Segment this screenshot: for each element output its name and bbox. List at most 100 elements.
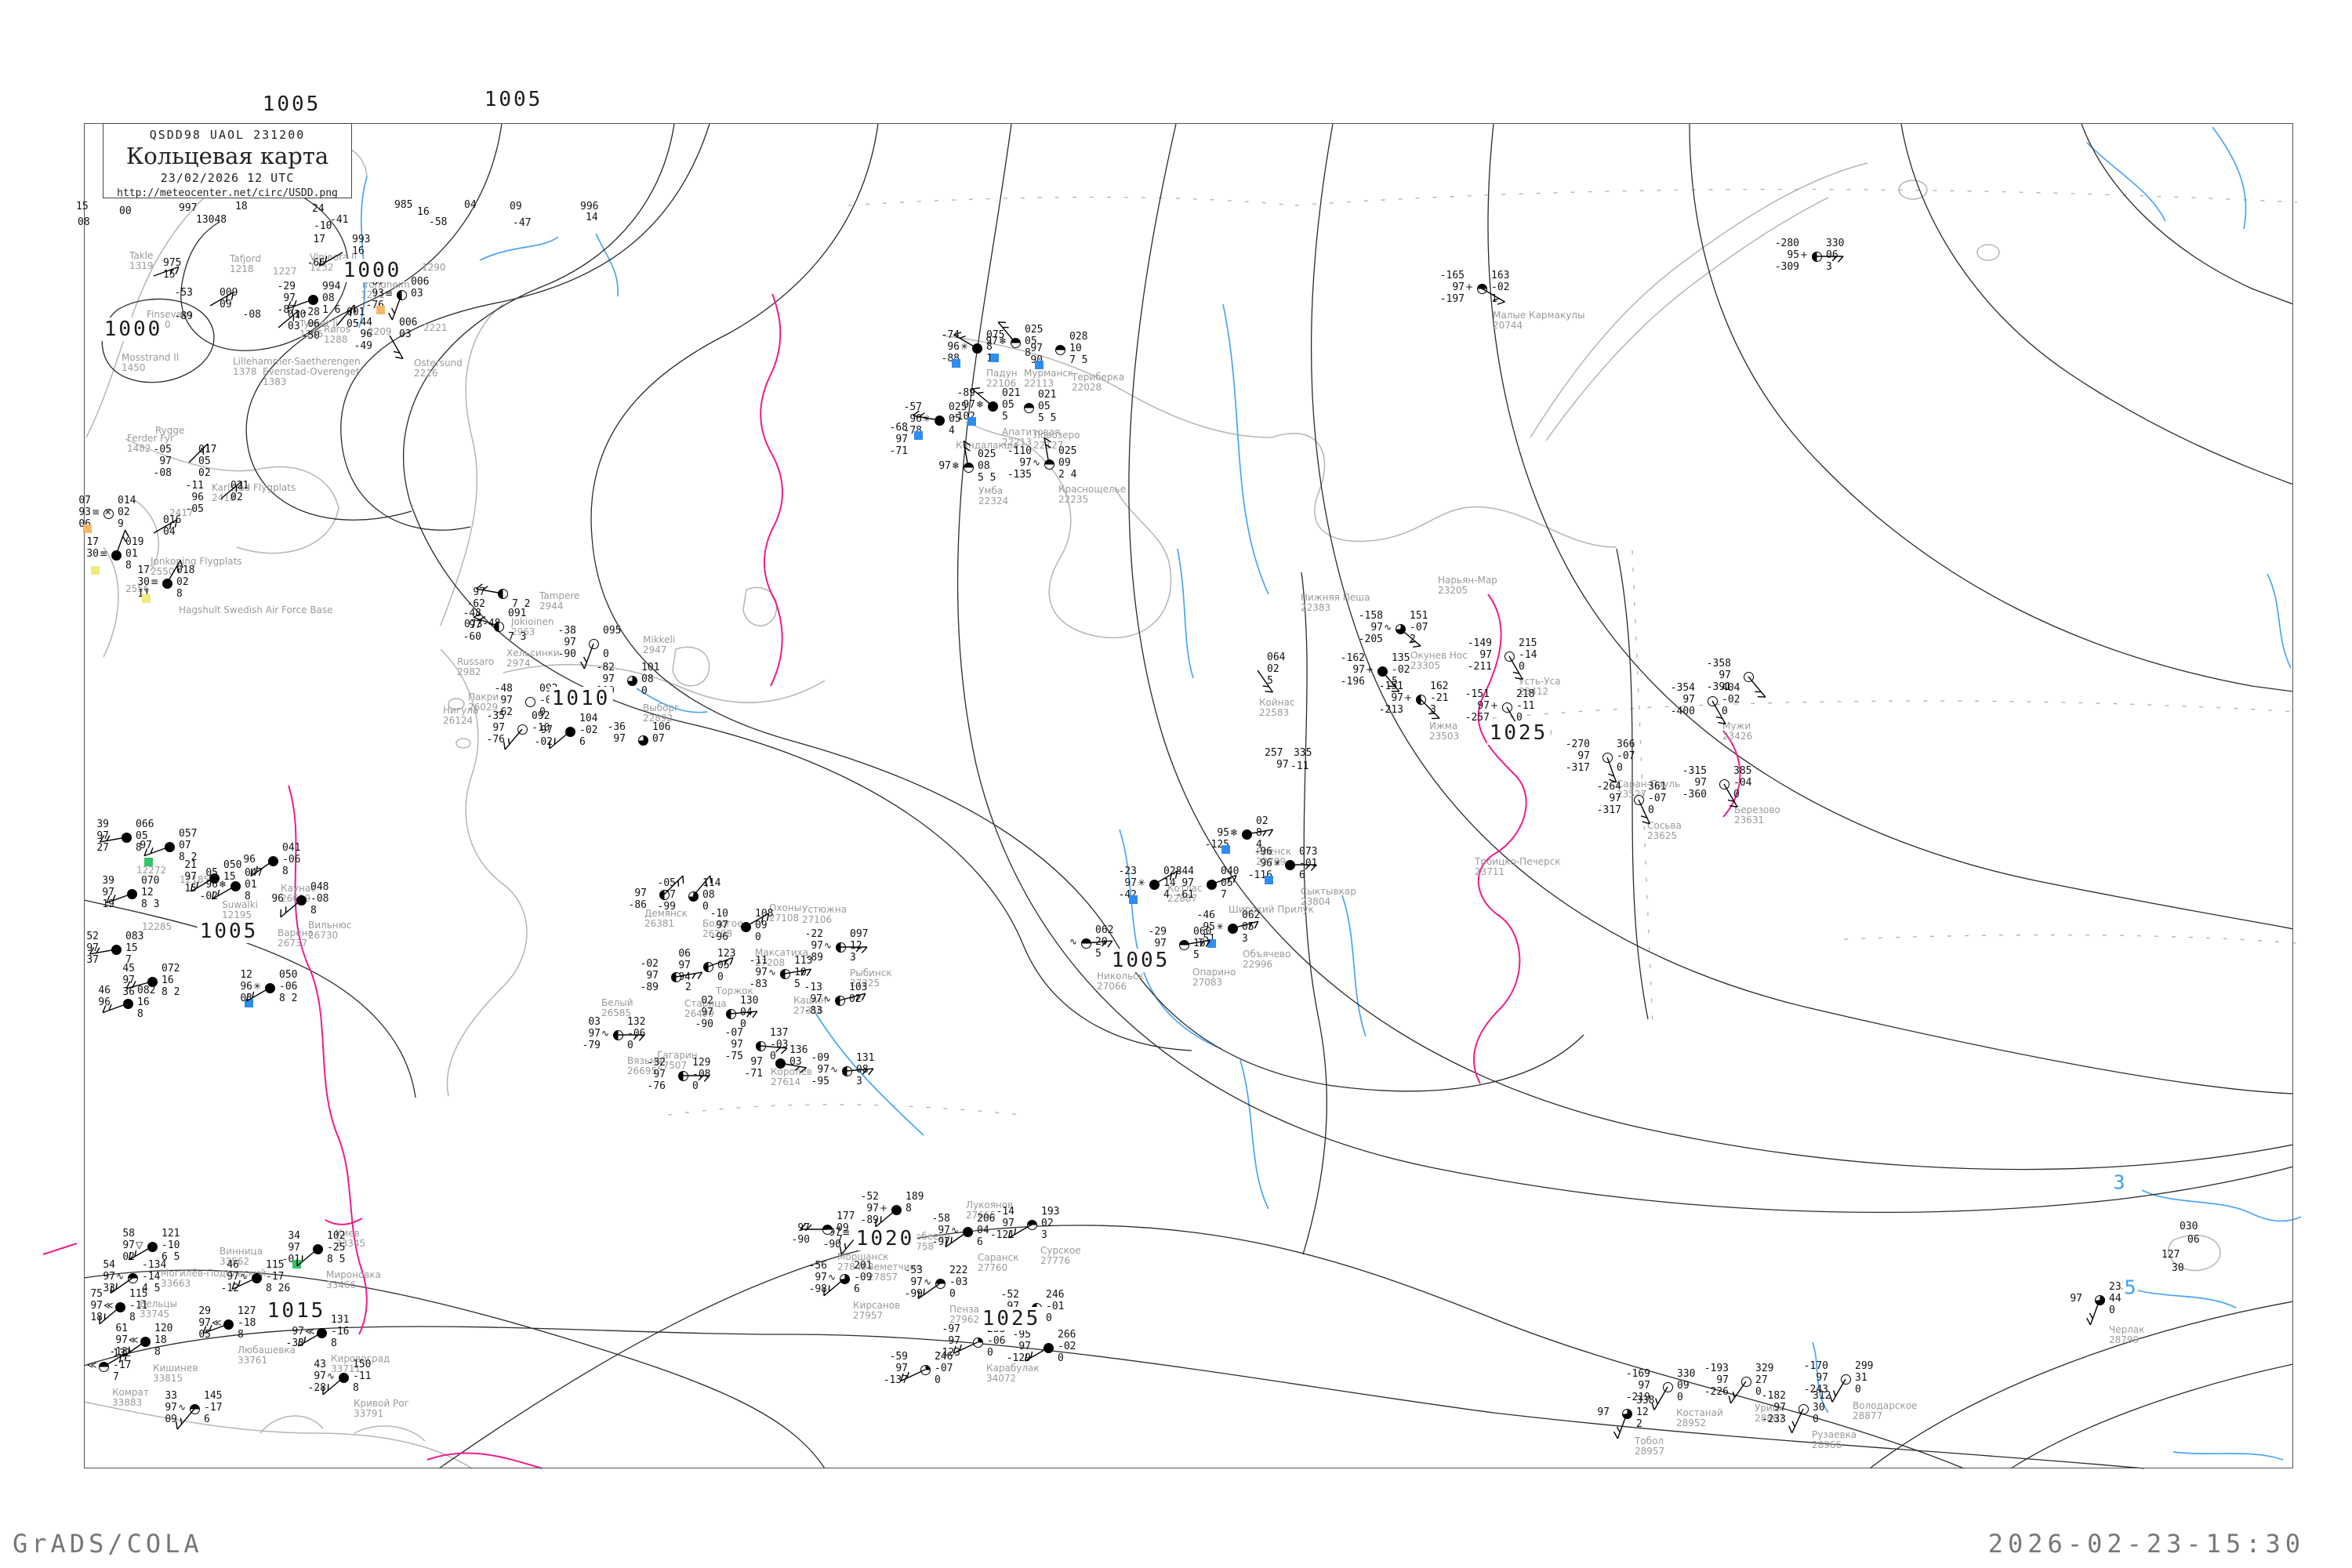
weather-symbol: ∿ — [116, 1271, 125, 1282]
city-label: Винница 33562 — [220, 1247, 263, 1267]
city-name: Сосьва — [1647, 820, 1682, 831]
station-right-values: 113 10 5 — [794, 955, 813, 990]
weather-symbol: + — [1465, 281, 1474, 292]
station-id: 1319 — [129, 260, 154, 271]
wind-barb — [692, 875, 712, 897]
wind-barb — [784, 968, 812, 976]
weather-symbol: + — [1366, 664, 1374, 675]
weather-symbol: ∿ — [1384, 622, 1392, 633]
cloud-cover-circle — [964, 463, 974, 473]
city-name: Finsevatn — [147, 309, 192, 320]
city-label: Karlstad Flygplats 2418 — [212, 483, 296, 503]
city-label: Усть-Уса 23412 — [1519, 677, 1561, 697]
station-right-values: 404 -02 0 — [1722, 682, 1740, 717]
city-name: Гагарин — [657, 1050, 698, 1061]
cloud-cover-circle — [265, 983, 275, 993]
station-right-values: 072 16 8 2 — [162, 963, 180, 998]
station-right-values: 02 8 4 — [1256, 815, 1269, 851]
city-label: Опарино 27083 — [1192, 967, 1236, 988]
station-id: 2947 — [643, 644, 667, 655]
map-title: Кольцевая карта — [125, 143, 329, 169]
station-right-values: 097 12 3 — [850, 928, 869, 964]
station-right-values: 312 30 0 — [1813, 1390, 1831, 1425]
isobar-label: 1020 — [853, 1227, 917, 1250]
station-id: 27957 — [853, 1310, 884, 1321]
station-left-values: -151 97 -257 — [1465, 688, 1490, 724]
cloud-cover-circle — [638, 735, 648, 746]
station-left-values: -151 97 -213 — [1378, 681, 1403, 716]
city-label: Хельсинки 2974 — [506, 648, 560, 669]
station-id: 23631 — [1734, 815, 1765, 826]
station-id: 12285 — [142, 921, 172, 932]
station-id: 26298 — [702, 928, 733, 939]
wind-barb — [1817, 256, 1844, 263]
station-text-fragment: 13048 — [196, 214, 227, 226]
station-left-values: -52 97 -89 — [860, 1191, 879, 1226]
station-id: 2974 — [506, 658, 531, 669]
city-name: Володарское — [1853, 1400, 1918, 1411]
station-text-fragment: 997 — [179, 202, 198, 214]
isobar-label: 1000 — [340, 259, 405, 282]
wind-barb — [1246, 829, 1274, 837]
wind-barb — [913, 410, 940, 421]
station-id: 2221 — [423, 322, 448, 333]
cloud-cover-circle — [1024, 403, 1034, 413]
station-id: 28952 — [1676, 1417, 1707, 1428]
city-name: Jonkoping Flygplats — [151, 556, 242, 567]
wind-barb — [675, 971, 703, 979]
weather-symbol: + — [1800, 249, 1809, 260]
cloud-cover-circle — [115, 1302, 125, 1312]
wind-barb — [1420, 699, 1440, 720]
station-text-fragment: 335 — [1294, 747, 1312, 759]
wind-barb — [1723, 783, 1738, 808]
city-name: Падун — [986, 368, 1018, 379]
city-name: Кировоград — [331, 1353, 390, 1364]
station-left-values: 03 97 -79 — [582, 1016, 601, 1051]
city-label: Гагарин 27507 — [657, 1051, 698, 1071]
station-id: 2209 — [368, 326, 392, 337]
station-text-fragment: 00 — [119, 205, 132, 217]
station-text-fragment: 30 — [2172, 1262, 2184, 1274]
wind-barb — [997, 321, 1016, 343]
city-name: Могилёв-Подольский — [161, 1268, 267, 1279]
station-right-values: 021 02 — [230, 480, 249, 503]
station-right-values: 150 -11 8 — [353, 1359, 372, 1394]
station-text-fragment: 985 — [394, 199, 413, 211]
station-right-values: 206 04 6 — [977, 1213, 996, 1248]
station-right-values: 177 09 7 — [837, 1210, 855, 1246]
city-label: Mikkeli 2947 — [643, 635, 675, 655]
station-left-values: 21 97 15 — [184, 859, 197, 895]
city-label: Rygge — [155, 426, 184, 436]
city-name: Мужи — [1722, 720, 1751, 731]
city-label: Бологое 26298 — [702, 919, 743, 939]
isobar-label: 1010 — [549, 687, 613, 710]
wind-barb — [89, 947, 117, 955]
weather-symbol: + — [880, 1203, 888, 1214]
station-left-values: 97 -71 — [744, 1056, 763, 1080]
station-right-values: 115 -17 8 26 — [266, 1259, 291, 1294]
city-label: Королев 27614 — [771, 1067, 812, 1087]
station-text-fragment: 04 — [464, 199, 477, 211]
city-label: 1227 — [273, 267, 297, 277]
station-right-values: 028 10 7 5 — [1069, 331, 1088, 366]
station-right-values: 145 -17 6 — [204, 1390, 223, 1425]
isobar-label: 1000 — [101, 318, 165, 341]
wind-barb — [388, 294, 402, 321]
station-left-values: -44 97 -61 — [1175, 866, 1194, 901]
weather-symbol: ∿ — [951, 1225, 960, 1236]
city-label: Объячево 22996 — [1243, 949, 1290, 970]
city-name: Демянск — [644, 908, 688, 919]
station-right-values: 131 -16 8 — [331, 1314, 350, 1349]
station-text-fragment: 030 — [2180, 1221, 2198, 1232]
station-id: 2982 — [457, 666, 481, 677]
city-label: Широкий Прилук — [1229, 905, 1314, 915]
wind-barb — [280, 899, 302, 918]
station-id: 28799 — [2109, 1334, 2140, 1345]
station-right-values: 132 -17 7 — [113, 1348, 132, 1383]
wind-barb — [1210, 874, 1237, 885]
station-right-values: 095 0 — [603, 625, 622, 660]
station-left-values: -158 97 -205 — [1358, 610, 1383, 645]
wind-barb — [1232, 920, 1259, 929]
city-name: Троицко-Печерск — [1475, 856, 1561, 867]
